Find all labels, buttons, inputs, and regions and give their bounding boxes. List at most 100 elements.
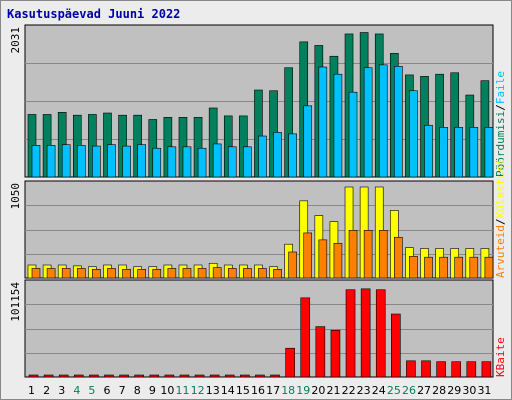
bar-bottom (481, 361, 492, 378)
bar-middle-b (378, 230, 388, 279)
x-tick-label: 17 (266, 384, 280, 397)
x-tick-label: 16 (251, 384, 265, 397)
x-tick-label: 3 (58, 384, 65, 397)
bar-top-b (424, 124, 433, 178)
bar-top-b (212, 143, 222, 178)
legend-separator: / (494, 218, 507, 225)
x-tick-label: 14 (221, 384, 235, 397)
x-tick-label: 27 (417, 384, 431, 397)
x-tick-label: 24 (372, 384, 386, 397)
bar-bottom (285, 347, 295, 378)
bar-bottom (58, 374, 69, 378)
bar-middle-b (394, 236, 403, 279)
x-tick-label: 2 (43, 384, 50, 397)
bar-top-b (76, 145, 86, 178)
bar-top-b (469, 127, 479, 178)
bar-top-b (182, 146, 192, 178)
bar-top-b (31, 145, 41, 178)
bar-bottom (466, 361, 477, 378)
x-tick-label: 22 (342, 384, 356, 397)
x-tick-label: 4 (73, 384, 80, 397)
bar-bottom (330, 329, 341, 378)
bar-bottom (134, 374, 144, 378)
x-tick-label: 29 (447, 384, 461, 397)
bar-top-b (378, 64, 388, 178)
x-tick-label: 15 (236, 384, 250, 397)
bar-middle-b (348, 230, 358, 279)
bar-middle-b (439, 256, 448, 279)
bar-middle-b (243, 268, 252, 279)
x-tick-label: 13 (206, 384, 220, 397)
bar-middle-b (454, 256, 464, 279)
bar-top-b (273, 132, 282, 178)
legend-entry: Pöördumisi (494, 111, 507, 177)
bar-bottom (300, 297, 311, 378)
bar-middle-b (273, 269, 282, 279)
bar-top-b (137, 144, 146, 178)
bar-bottom (209, 374, 220, 378)
bar-middle-b (288, 251, 297, 279)
x-tick-label: 7 (119, 384, 126, 397)
bar-middle-b (122, 269, 131, 279)
x-tick-label: 9 (149, 384, 156, 397)
x-tick-label: 20 (311, 384, 325, 397)
bar-middle-b (167, 268, 177, 279)
legend-entry: Faile (494, 71, 507, 104)
x-tick-label: 1 (28, 384, 35, 397)
bar-top-b (258, 135, 267, 178)
legend-bottom: KBaite (494, 337, 507, 377)
ymax-label-top: 2031 (9, 27, 22, 54)
ymax-label-middle: 1050 (9, 183, 22, 210)
x-tick-label: 28 (432, 384, 446, 397)
bar-top-b (61, 144, 71, 178)
bar-middle-b (227, 268, 237, 279)
bar-top-b (243, 146, 252, 178)
bar-top-b (46, 145, 56, 178)
bar-middle-b (107, 268, 116, 279)
x-tick-label: 10 (160, 384, 174, 397)
bar-middle-b (212, 267, 222, 279)
bar-middle-b (363, 230, 373, 279)
x-tick-label: 18 (281, 384, 295, 397)
bar-bottom (375, 289, 386, 378)
x-tick-label: 8 (134, 384, 141, 397)
bar-bottom (360, 288, 371, 378)
bar-bottom (255, 374, 265, 378)
x-tick-label: 21 (326, 384, 340, 397)
legend-middle: Arvuteid/Külastusi (494, 159, 507, 278)
x-tick-label: 25 (387, 384, 401, 397)
bar-middle-b (333, 243, 343, 279)
bar-bottom (73, 374, 84, 378)
bar-bottom (179, 374, 190, 378)
bar-middle-b (197, 268, 207, 279)
bar-top-b (439, 127, 448, 178)
bar-top-b (303, 105, 313, 178)
bar-top-b (197, 147, 207, 178)
bar-top-b (409, 90, 418, 178)
bar-middle-b (76, 268, 86, 279)
bar-bottom (240, 374, 250, 378)
bar-top-b (318, 66, 328, 178)
bar-middle-b (46, 268, 56, 279)
bar-middle-b (92, 269, 101, 279)
bar-top-b (167, 146, 177, 178)
x-tick-label: 19 (296, 384, 310, 397)
bar-bottom (345, 289, 356, 378)
bar-bottom (89, 374, 99, 378)
bar-top-b (288, 133, 297, 178)
bar-top-b (152, 147, 162, 178)
bar-top-b (394, 65, 403, 178)
x-tick-label: 5 (88, 384, 95, 397)
bar-bottom (28, 374, 39, 378)
bar-middle-b (152, 269, 162, 279)
bar-top-b (92, 145, 101, 178)
bar-bottom (104, 374, 114, 378)
bar-middle-b (484, 256, 494, 279)
x-tick-label: 6 (104, 384, 111, 397)
x-tick-label: 12 (191, 384, 205, 397)
bar-bottom (43, 374, 54, 378)
bar-bottom (164, 374, 175, 378)
ymax-label-bottom: 101154 (9, 282, 22, 322)
